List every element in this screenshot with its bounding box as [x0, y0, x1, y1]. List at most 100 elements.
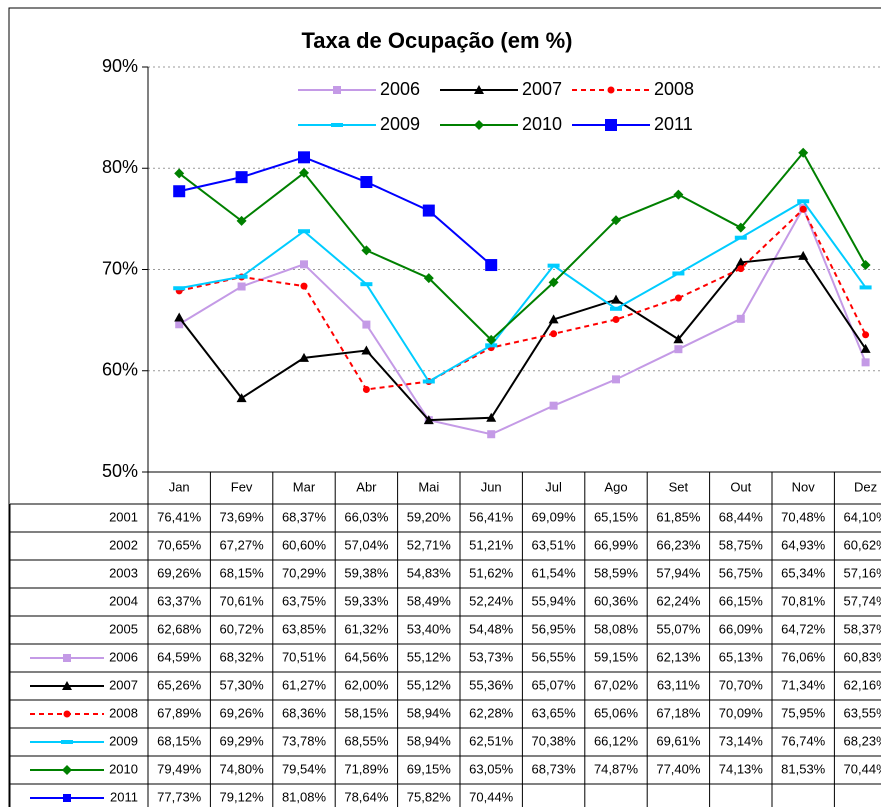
- table-cell: 65,13%: [719, 649, 764, 664]
- table-cell: 70,61%: [220, 593, 265, 608]
- marker: [361, 345, 372, 355]
- table-cell: 81,08%: [282, 789, 327, 804]
- marker: [860, 343, 871, 353]
- table-cell: 66,99%: [594, 537, 639, 552]
- table-cell: 76,06%: [781, 649, 826, 664]
- table-cell: 70,09%: [719, 705, 764, 720]
- table-cell: 58,08%: [594, 621, 639, 636]
- legend-label: 2009: [380, 114, 420, 134]
- row-label: 2007: [109, 677, 138, 692]
- table-cell: 62,13%: [656, 649, 701, 664]
- marker: [611, 215, 621, 226]
- table-cell: 67,89%: [157, 705, 202, 720]
- marker: [859, 285, 872, 290]
- table-cell: 73,14%: [719, 733, 764, 748]
- table-cell: 59,38%: [344, 565, 389, 580]
- legend-marker: [607, 86, 615, 94]
- table-cell: 59,20%: [407, 509, 452, 524]
- table-cell: 75,82%: [407, 789, 452, 804]
- y-tick-label: 80%: [102, 157, 138, 177]
- legend-label: 2007: [522, 79, 562, 99]
- marker: [486, 412, 497, 422]
- table-cell: 65,07%: [532, 677, 577, 692]
- table-cell: 61,54%: [532, 565, 577, 580]
- table-cell: 74,87%: [594, 761, 639, 776]
- table-cell: 64,10%: [844, 509, 881, 524]
- table-cell: 79,12%: [220, 789, 265, 804]
- series-line: [179, 199, 867, 383]
- marker: [672, 271, 685, 276]
- marker: [362, 320, 371, 329]
- table-cell: 64,72%: [781, 621, 826, 636]
- x-tick-label: Jan: [169, 479, 190, 494]
- marker: [798, 250, 809, 260]
- table-cell: 64,93%: [781, 537, 826, 552]
- table-cell: 69,09%: [532, 509, 577, 524]
- table-cell: 59,33%: [344, 593, 389, 608]
- table-cell: 70,29%: [282, 565, 327, 580]
- marker: [734, 235, 747, 240]
- table-cell: 67,18%: [656, 705, 701, 720]
- table-cell: 66,09%: [719, 621, 764, 636]
- table-cell: 62,51%: [469, 733, 514, 748]
- table-cell: 63,05%: [469, 761, 514, 776]
- row-label: 2008: [109, 705, 138, 720]
- x-tick-label: Nov: [792, 479, 816, 494]
- table-cell: 56,75%: [719, 565, 764, 580]
- table-cell: 61,32%: [344, 621, 389, 636]
- table-cell: 60,72%: [220, 621, 265, 636]
- table-cell: 53,40%: [407, 621, 452, 636]
- chart-title: Taxa de Ocupação (em %): [301, 28, 572, 53]
- table-cell: 60,62%: [844, 537, 881, 552]
- x-tick-label: Set: [669, 479, 689, 494]
- table-cell: 58,75%: [719, 537, 764, 552]
- marker: [737, 265, 745, 273]
- chart-frame: [8, 7, 881, 807]
- table-cell: 68,55%: [344, 733, 389, 748]
- table-cell: 60,60%: [282, 537, 327, 552]
- row-label: 2010: [109, 761, 138, 776]
- table-cell: 69,29%: [220, 733, 265, 748]
- marker: [798, 147, 809, 158]
- marker: [485, 343, 498, 348]
- marker: [299, 352, 309, 362]
- table-cell: 74,80%: [220, 761, 265, 776]
- table-cell: 68,32%: [220, 649, 265, 664]
- table-cell: 75,95%: [781, 705, 826, 720]
- table-cell: 68,37%: [282, 509, 327, 524]
- table-cell: 63,85%: [282, 621, 327, 636]
- marker: [549, 401, 558, 410]
- table-cell: 71,34%: [781, 677, 826, 692]
- table-cell: 66,12%: [594, 733, 639, 748]
- table-cell: 63,51%: [532, 537, 577, 552]
- table-cell: 56,95%: [532, 621, 577, 636]
- table-cell: 63,65%: [532, 705, 577, 720]
- table-cell: 71,89%: [344, 761, 389, 776]
- marker: [799, 205, 807, 213]
- table-cell: 52,24%: [469, 593, 514, 608]
- table-cell: 65,06%: [594, 705, 639, 720]
- marker: [173, 286, 186, 291]
- marker: [612, 375, 620, 384]
- table-cell: 69,26%: [157, 565, 202, 580]
- table-cell: 65,34%: [781, 565, 826, 580]
- table-cell: 62,68%: [157, 621, 202, 636]
- table-legend-marker: [63, 710, 71, 718]
- table-cell: 52,71%: [407, 537, 452, 552]
- legend-label: 2006: [380, 79, 420, 99]
- marker: [235, 274, 248, 279]
- x-tick-label: Mar: [293, 479, 316, 494]
- table-cell: 60,83%: [844, 649, 881, 664]
- table-cell: 73,69%: [220, 509, 265, 524]
- row-label: 2009: [109, 733, 138, 748]
- table-cell: 76,74%: [781, 733, 826, 748]
- table-cell: 54,48%: [469, 621, 514, 636]
- table-cell: 57,74%: [844, 593, 881, 608]
- legend-label: 2008: [654, 79, 694, 99]
- table-legend-marker: [62, 681, 72, 690]
- marker: [236, 393, 247, 403]
- table-cell: 68,15%: [157, 733, 202, 748]
- table-cell: 56,41%: [469, 509, 514, 524]
- marker: [173, 185, 186, 198]
- table-cell: 61,85%: [656, 509, 701, 524]
